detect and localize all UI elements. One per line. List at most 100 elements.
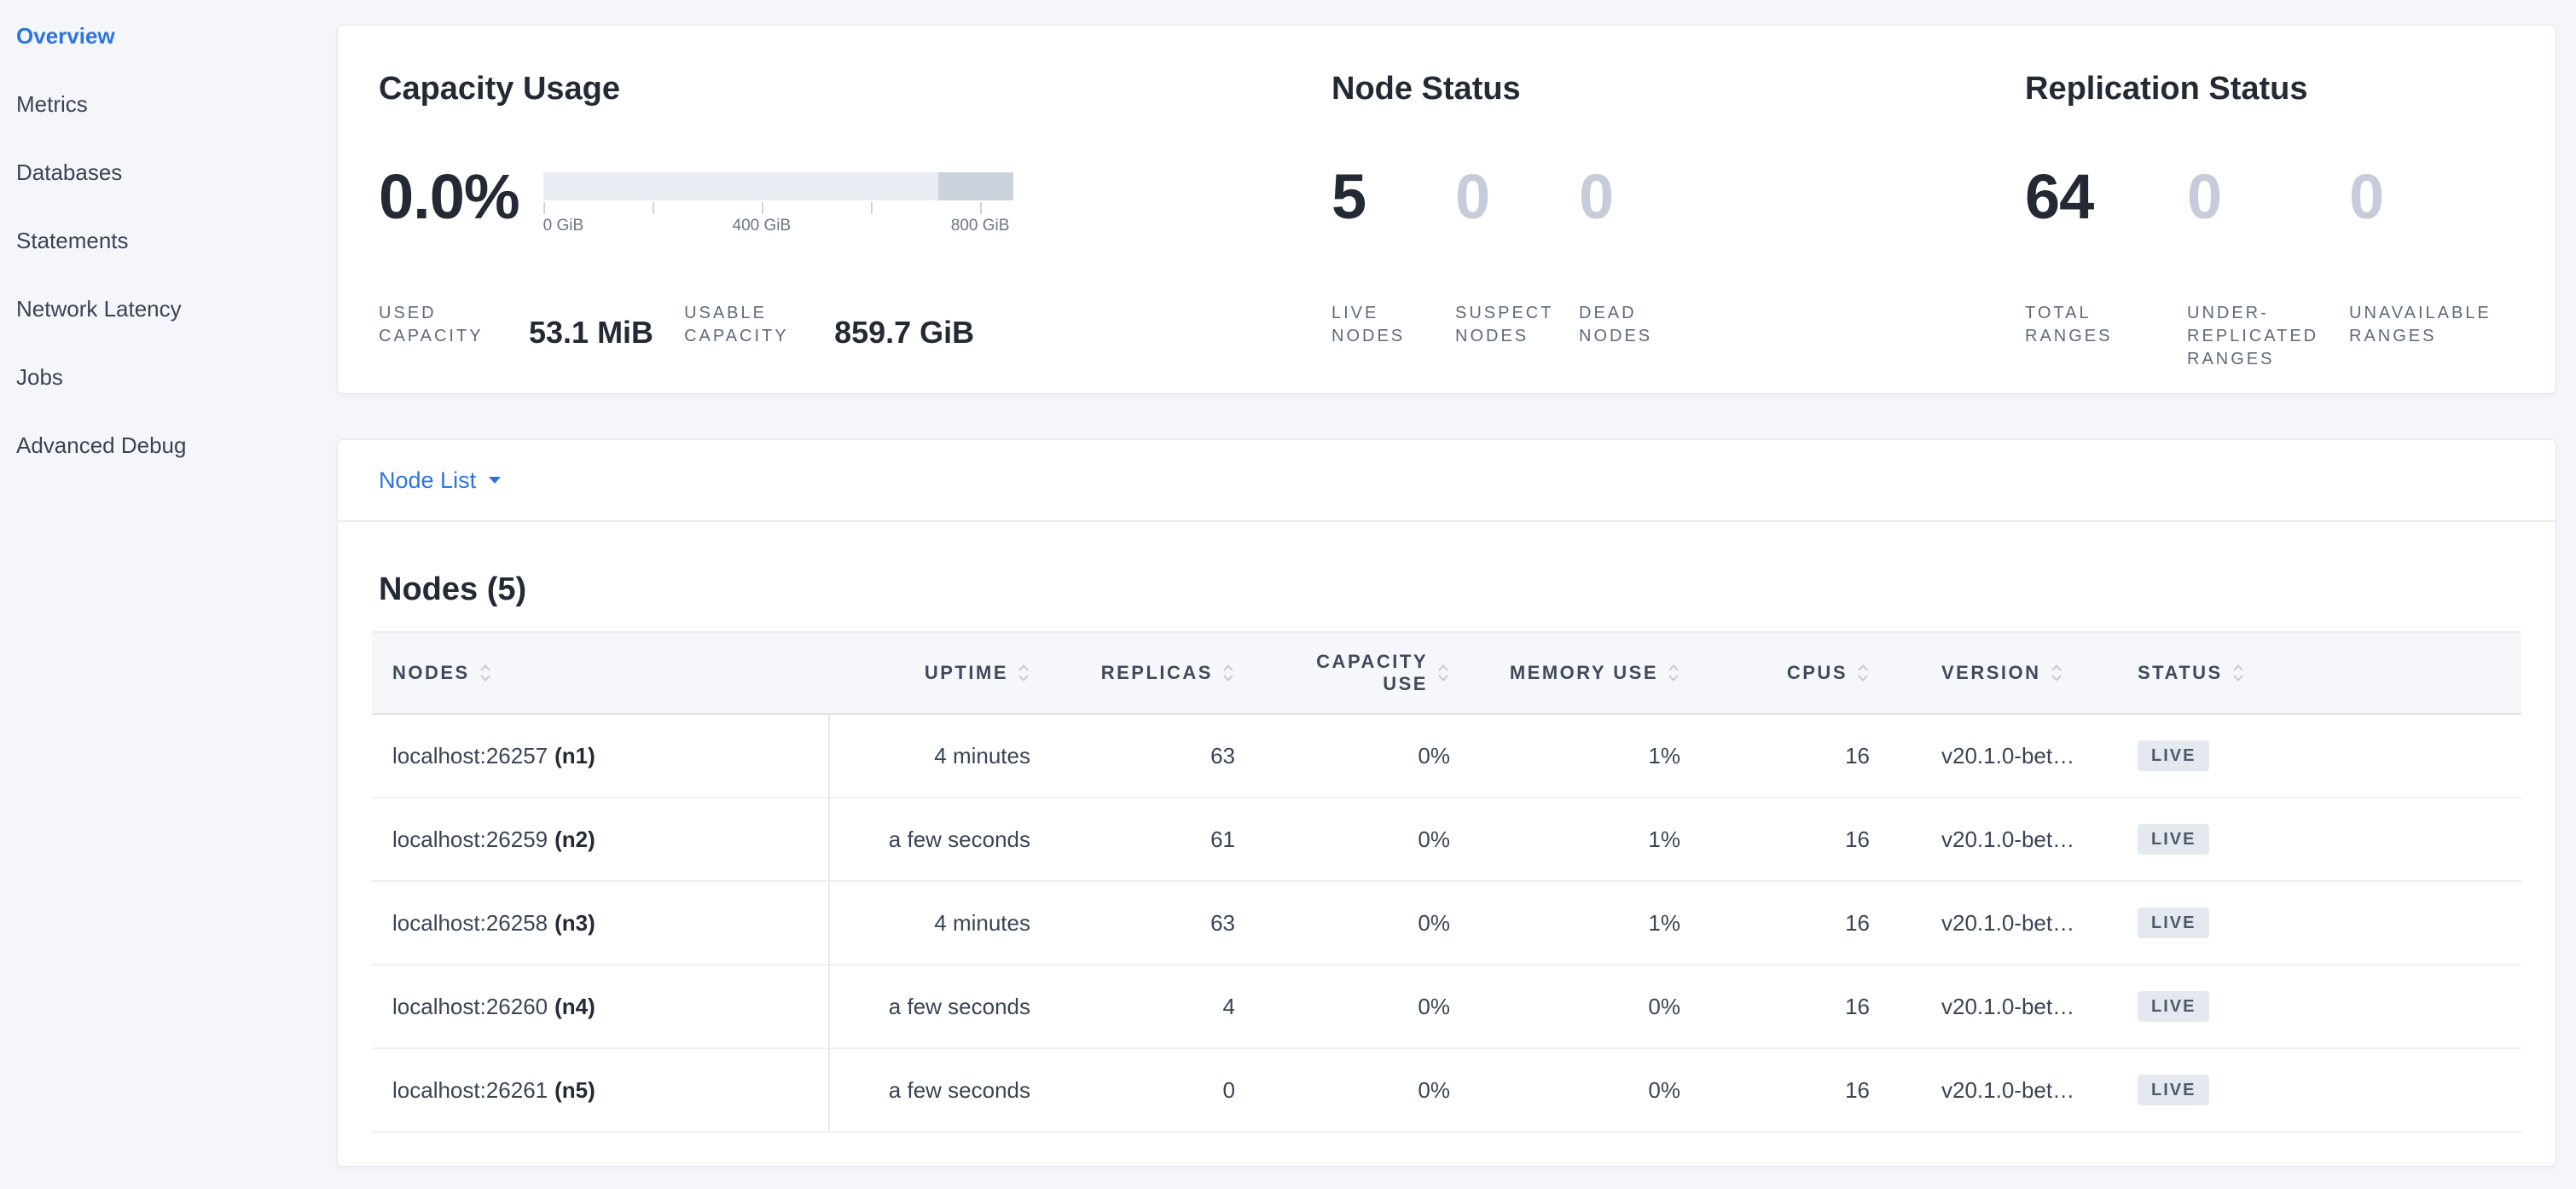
capacity-usage-title: Capacity Usage [379,71,621,107]
status-cell: LIVE [2112,965,2521,1049]
gauge-tick [980,202,983,214]
sidebar-item-jobs[interactable]: Jobs [16,363,63,390]
node-address: localhost:26261 [392,1076,548,1103]
main-content: Capacity Usage 0.0% [333,0,2576,1189]
sidebar-item-databases[interactable]: Databases [16,159,123,185]
cpus-cell: 16 [1701,714,1890,798]
axis-label: 0 GiB [542,217,584,235]
live-nodes-value: 5 [1332,161,1366,232]
uptime-cell: 4 minutes [829,881,1051,966]
column-header-memory-use[interactable]: MEMORY USE [1471,631,1701,715]
column-header-label: REPLICAS [1100,662,1213,683]
table-row[interactable]: localhost:26261 (n5) a few seconds 0 0% 0… [372,1048,2521,1133]
node-list-dropdown-label: Node List [379,467,477,493]
column-header-capacity-use[interactable]: CAPACITY USE [1256,631,1471,715]
column-header-status[interactable]: STATUS [2112,631,2521,715]
chevron-down-icon [489,477,502,484]
cpus-cell: 16 [1701,798,1890,882]
node-address-cell: localhost:26257 (n1) [372,714,830,798]
capacity-gauge: 0 GiB 400 GiB 800 GiB [542,172,1013,235]
capacity-use-cell: 0% [1256,965,1471,1049]
node-address-cell: localhost:26259 (n2) [372,798,830,882]
used-capacity-label: USED CAPACITY [379,304,484,345]
capacity-use-cell: 0% [1256,881,1471,966]
cpus-cell: 16 [1701,1048,1890,1133]
nodes-table: NODES UPTIME REPLICAS CAPACITY USE [372,631,2521,1133]
version-cell: v20.1.0-bet… [1890,881,2112,966]
nodes-heading: Nodes (5) [379,571,527,607]
capacity-gauge-ticks [542,200,1013,215]
version-cell: v20.1.0-bet… [1890,1048,2112,1133]
sort-icon [2051,664,2062,682]
capacity-used-percent: 0.0% [379,161,520,232]
sidebar-item-statements[interactable]: Statements [16,227,129,253]
node-id: (n4) [554,993,595,1019]
column-header-label: CPUS [1786,662,1848,683]
sidebar-item-network-latency[interactable]: Network Latency [16,295,182,322]
capacity-gauge-bar [542,172,1013,200]
table-row[interactable]: localhost:26259 (n2) a few seconds 61 0% … [372,798,2521,882]
axis-label: 800 GiB [950,217,1010,235]
column-header-label: MEMORY USE [1509,662,1658,683]
node-list-card-header: Node List [338,440,2556,522]
node-list-card-body: Nodes (5) NODES UPTIME [338,571,2556,1167]
memory-use-cell: 1% [1471,881,1701,966]
under-replicated-ranges-label: UNDER-REPLICATED RANGES [2187,304,2319,368]
table-row[interactable]: localhost:26260 (n4) a few seconds 4 0% 0… [372,965,2521,1049]
column-header-version[interactable]: VERSION [1890,631,2112,715]
node-address: localhost:26259 [392,826,548,852]
replication-status-section: Replication Status 64 TOTAL RANGES 0 UND… [2025,70,2515,393]
replicas-cell: 63 [1051,714,1256,798]
memory-use-cell: 0% [1471,1048,1701,1133]
sort-icon [1858,664,1868,682]
column-header-label: STATUS [2138,662,2223,683]
replication-status-title: Replication Status [2025,71,2308,107]
dead-nodes-value: 0 [1579,161,1614,232]
table-row[interactable]: localhost:26257 (n1) 4 minutes 63 0% 1% 1… [372,714,2521,798]
node-address-cell: localhost:26260 (n4) [372,965,830,1049]
column-header-label: UPTIME [924,662,1008,683]
node-address: localhost:26257 [392,742,548,768]
under-replicated-ranges-stat: 0 UNDER-REPLICATED RANGES [2187,165,2349,371]
status-cell: LIVE [2112,714,2521,798]
column-header-label: CAPACITY USE [1316,651,1428,694]
under-replicated-ranges-value: 0 [2187,161,2222,232]
column-header-label: NODES [392,662,470,683]
sidebar-item-advanced-debug[interactable]: Advanced Debug [16,432,187,458]
status-cell: LIVE [2112,1048,2521,1133]
column-header-uptime[interactable]: UPTIME [829,631,1051,715]
usable-capacity-label: USABLE CAPACITY [684,304,789,345]
node-id: (n1) [554,742,595,768]
gauge-tick [652,202,654,214]
column-header-cpus[interactable]: CPUS [1701,631,1890,715]
sidebar-item-metrics[interactable]: Metrics [16,90,88,117]
node-id: (n5) [554,1076,595,1103]
node-address-cell: localhost:26258 (n3) [372,881,830,966]
suspect-nodes-value: 0 [1455,161,1490,232]
column-header-nodes[interactable]: NODES [372,631,829,715]
memory-use-cell: 0% [1471,965,1701,1049]
sidebar-item-overview[interactable]: Overview [16,22,115,49]
uptime-cell: 4 minutes [829,714,1051,798]
column-header-replicas[interactable]: REPLICAS [1051,631,1256,715]
cpus-cell: 16 [1701,881,1890,966]
dead-nodes-stat: 0 DEAD NODES [1579,165,1703,348]
status-cell: LIVE [2112,798,2521,882]
version-cell: v20.1.0-bet… [1890,965,2112,1049]
sort-icon [1668,664,1679,682]
table-row[interactable]: localhost:26258 (n3) 4 minutes 63 0% 1% 1… [372,881,2521,966]
node-id: (n3) [554,909,595,936]
node-list-dropdown[interactable]: Node List [379,467,502,494]
replicas-cell: 0 [1051,1048,1256,1133]
total-ranges-label: TOTAL RANGES [2025,304,2113,345]
status-badge: LIVE [2138,824,2210,855]
gauge-tick [761,202,763,214]
replicas-cell: 63 [1051,881,1256,966]
replicas-cell: 4 [1051,965,1256,1049]
node-list-card: Node List Nodes (5) NODES [337,439,2556,1167]
used-capacity-stat: USED CAPACITY 53.1 MiB [379,302,653,348]
unavailable-ranges-label: UNAVAILABLE RANGES [2349,304,2492,345]
nodes-table-header-row: NODES UPTIME REPLICAS CAPACITY USE [372,631,2521,715]
sort-icon [480,664,490,682]
